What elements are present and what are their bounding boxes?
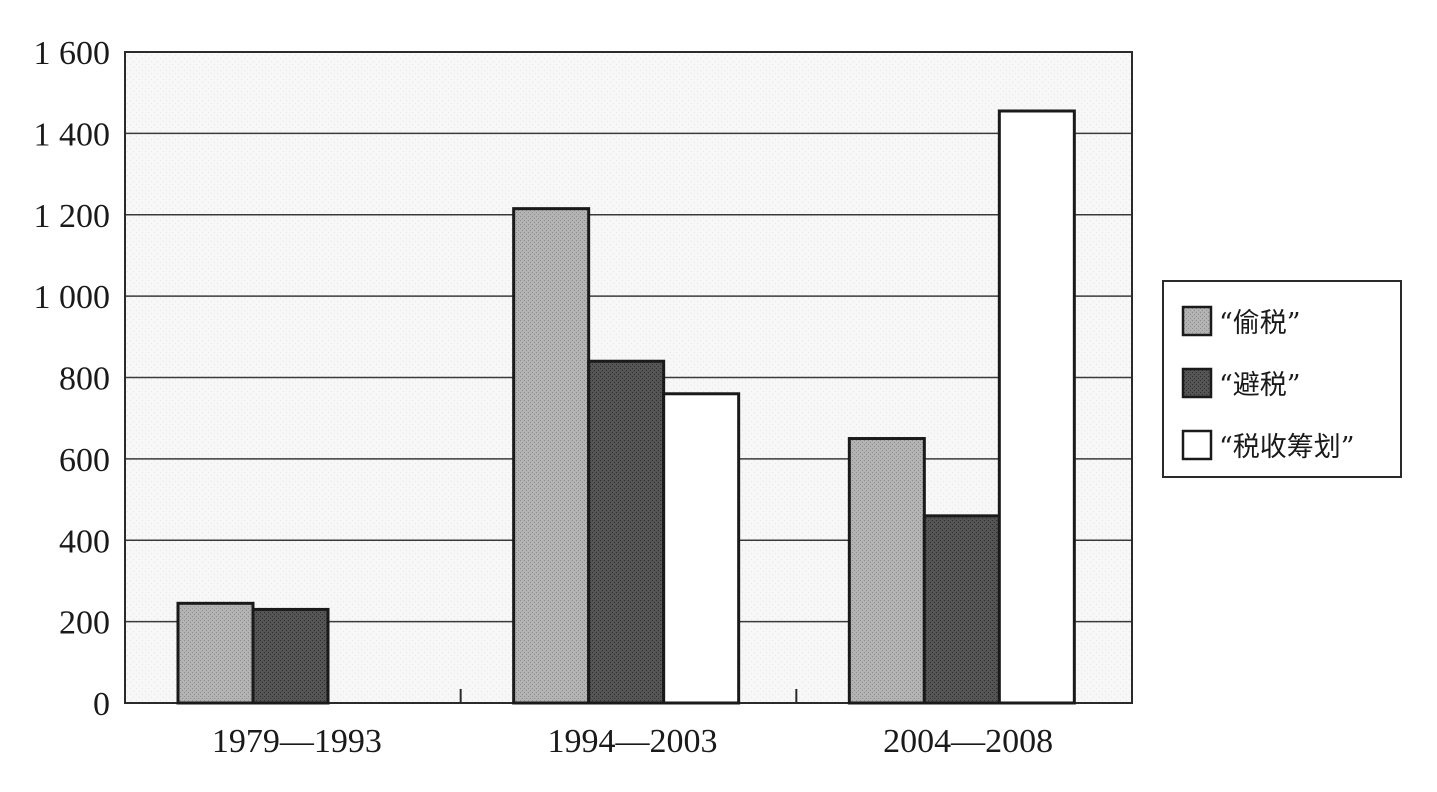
legend-label-2: “避税” <box>1219 370 1301 401</box>
y-tick-label: 1 000 <box>34 279 111 316</box>
y-tick-label: 600 <box>59 442 110 479</box>
y-tick-label: 1 200 <box>34 198 111 235</box>
legend-label-1: “偷税” <box>1219 308 1301 339</box>
legend-swatch-3 <box>1181 429 1213 461</box>
legend-label-3: “税收筹划” <box>1219 432 1355 463</box>
y-tick-label: 800 <box>59 361 110 398</box>
bar-2-3 <box>922 514 1001 705</box>
y-tick-label: 200 <box>59 605 110 642</box>
bar-2-1 <box>251 607 330 705</box>
bar-1-1 <box>176 601 255 705</box>
x-tick-label: 1994—2003 <box>548 723 718 760</box>
legend-swatch-2 <box>1181 367 1213 399</box>
bar-2-2 <box>587 359 666 705</box>
y-tick-label: 400 <box>59 523 110 560</box>
x-tick-label: 2004—2008 <box>883 723 1053 760</box>
y-tick-label: 1 400 <box>34 116 111 153</box>
x-tick-label: 1979—1993 <box>212 723 382 760</box>
y-tick-label: 0 <box>93 686 110 723</box>
bar-1-2 <box>512 207 591 705</box>
y-tick-label: 1 600 <box>34 35 111 72</box>
bar-1-3 <box>847 437 926 705</box>
bar-3-2 <box>662 392 741 705</box>
bar-3-3 <box>997 109 1076 705</box>
legend-swatch-1 <box>1181 305 1213 337</box>
